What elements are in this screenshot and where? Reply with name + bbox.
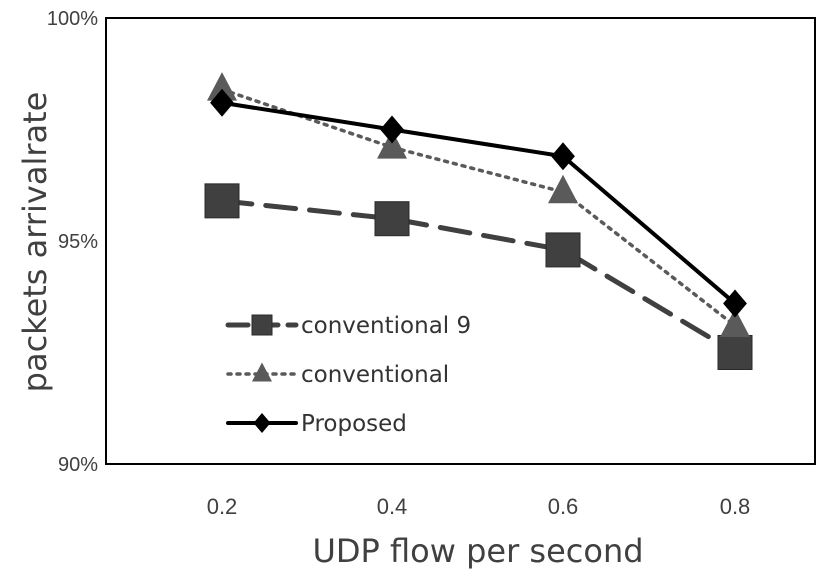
x-axis-title: UDP flow per second (312, 532, 643, 570)
x-tick-label: 0.6 (548, 494, 579, 519)
y-tick-label: 95% (58, 231, 98, 253)
data-point-square (717, 335, 753, 370)
data-point-square (545, 232, 581, 268)
y-tick-label: 90% (58, 454, 98, 476)
y-tick-label: 100% (47, 8, 98, 30)
series-line (220, 100, 737, 306)
series-conventional (207, 72, 750, 337)
data-point-triangle (377, 130, 407, 159)
plot-area-frame (105, 17, 816, 465)
x-axis-ticks: 0.2 0.4 0.6 0.8 (207, 494, 751, 519)
legend-marker-triangle (252, 362, 272, 382)
data-point-square (374, 201, 410, 237)
legend-label: Proposed (301, 411, 407, 437)
series-layer (204, 72, 753, 370)
data-point-diamond (551, 142, 575, 171)
x-tick-label: 0.8 (720, 494, 751, 519)
legend-marker-diamond (253, 413, 271, 433)
legend-marker-square (251, 314, 273, 336)
data-point-triangle (720, 308, 750, 337)
y-axis-title: packets arrivalrate (16, 92, 54, 393)
data-point-diamond (380, 115, 404, 144)
series-line (220, 87, 737, 328)
x-tick-label: 0.4 (377, 494, 408, 519)
x-tick-label: 0.2 (207, 494, 238, 519)
legend-label: conventional (301, 362, 449, 388)
data-point-diamond (210, 88, 234, 117)
legend: conventional 9 conventional Proposed (225, 313, 471, 437)
series-conventional-9 (204, 183, 753, 370)
data-point-triangle (548, 174, 578, 204)
legend-label: conventional 9 (301, 313, 471, 339)
y-axis-ticks: 90% 95% 100% (47, 8, 98, 476)
series-proposed (210, 88, 747, 318)
data-point-triangle (207, 72, 237, 101)
series-line (219, 198, 738, 355)
data-point-diamond (723, 289, 747, 318)
data-point-square (204, 183, 240, 219)
